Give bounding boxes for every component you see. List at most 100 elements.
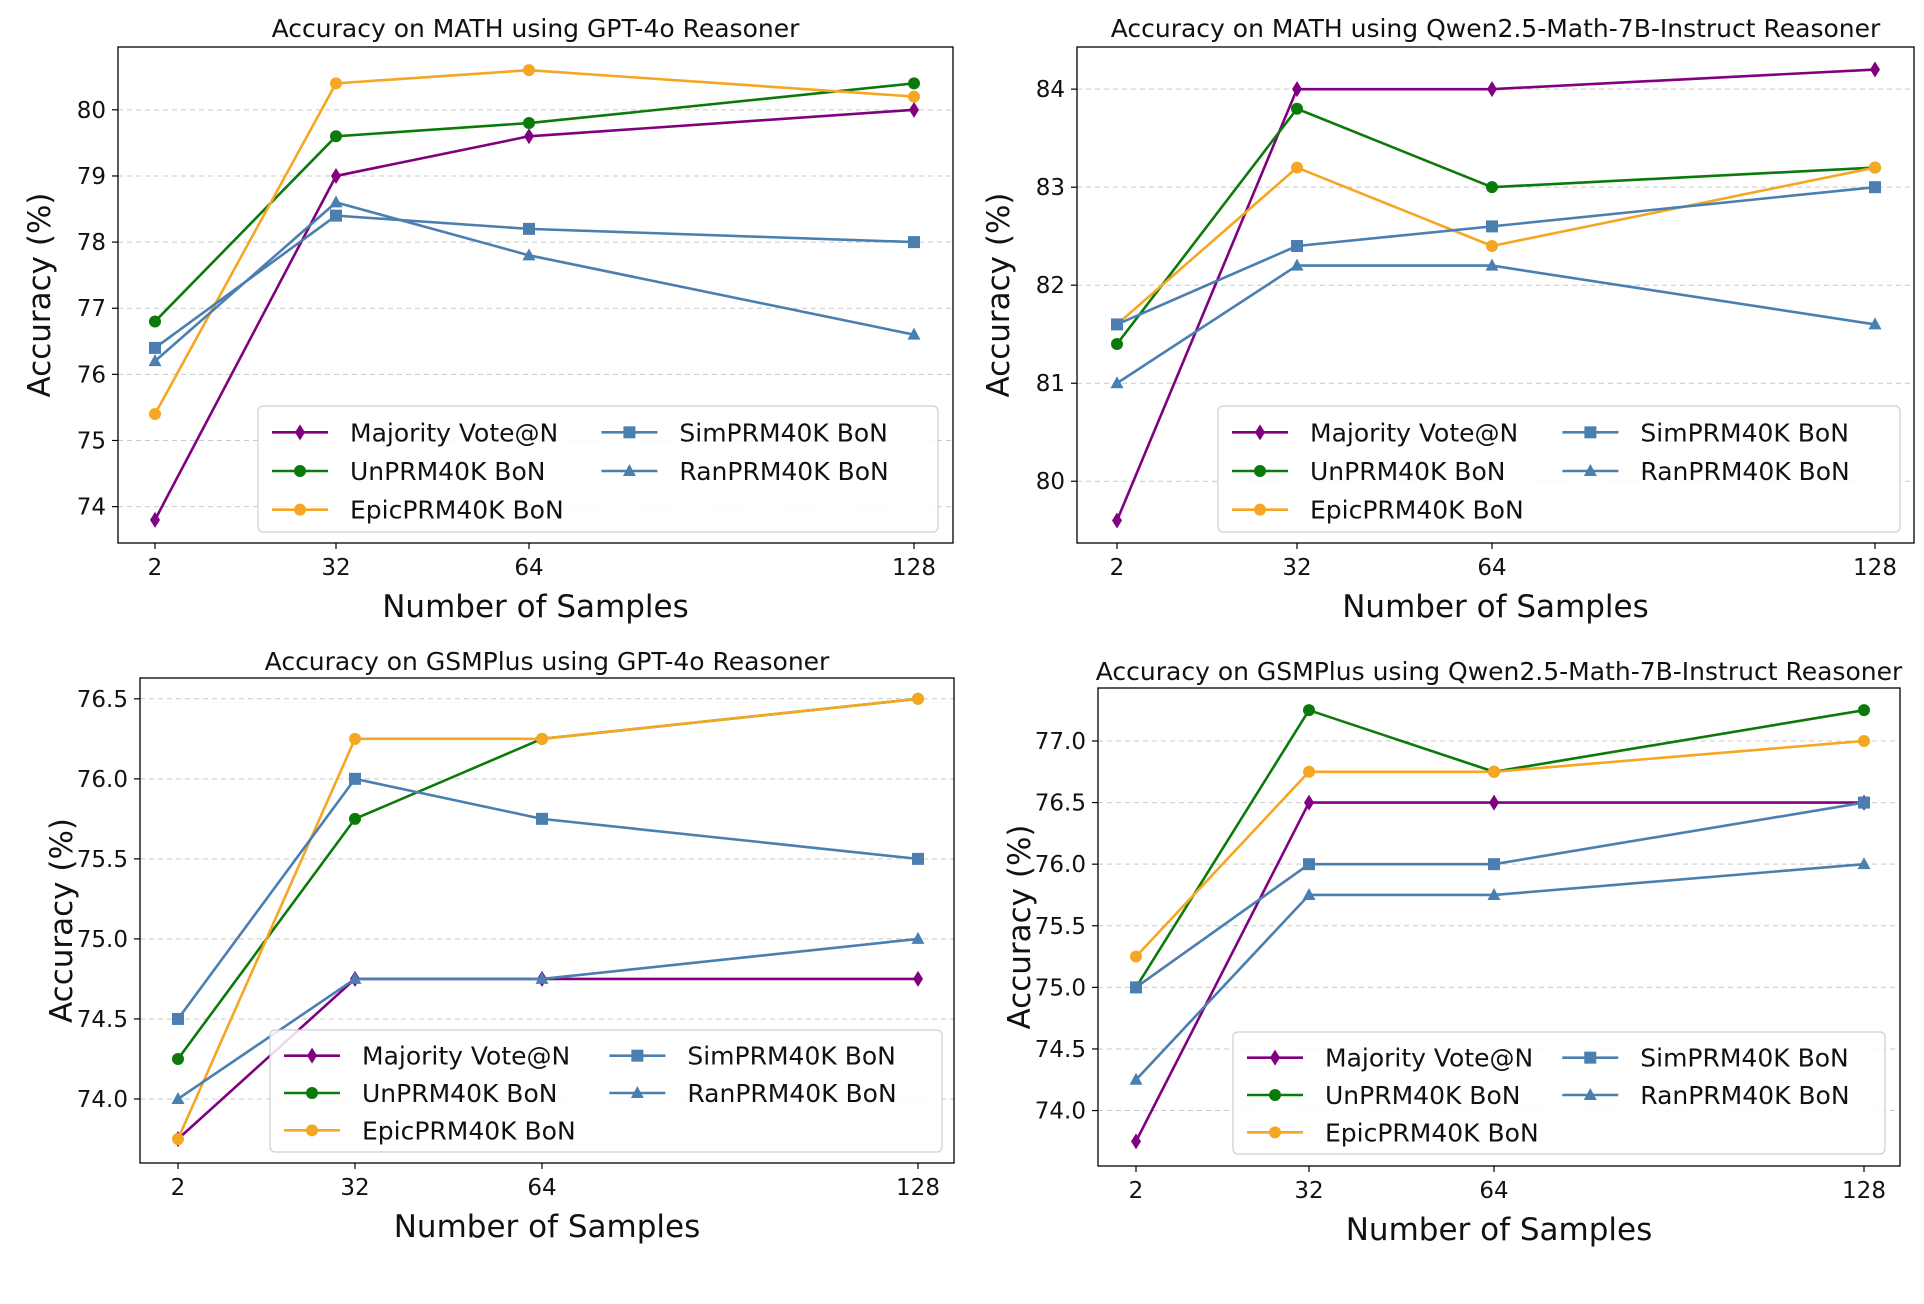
series-line-sim	[1135, 801, 1865, 989]
y-tick-label: 75.5	[77, 847, 128, 873]
data-point-un	[1303, 704, 1315, 717]
data-point-sim	[349, 772, 361, 785]
data-point-sim	[536, 812, 548, 825]
legend-item-sim: SimPRM40K BoN	[1562, 1044, 1849, 1073]
legend-item-un: UnPRM40K BoN	[272, 457, 545, 486]
series-ran	[1110, 258, 1882, 389]
series-mv	[1112, 61, 1880, 529]
legend-label-epic: EpicPRM40K BoN	[1325, 1118, 1539, 1147]
y-tick-label: 82	[1036, 273, 1065, 299]
x-tick-label: 64	[514, 555, 543, 581]
data-point-un	[172, 1052, 184, 1065]
legend-label-sim: SimPRM40K BoN	[687, 1042, 895, 1071]
legend-item-epic: EpicPRM40K BoN	[1232, 496, 1524, 525]
data-point-ran	[1857, 857, 1871, 870]
data-point-ran	[1290, 258, 1304, 271]
legend-marker-ran	[1583, 1088, 1597, 1100]
legend-item-mv: Majority Vote@N	[1247, 1044, 1533, 1073]
data-point-sim	[1486, 220, 1498, 233]
data-point-ran	[1868, 317, 1882, 330]
chart-title: Accuracy on MATH using Qwen2.5-Math-7B-I…	[1111, 14, 1881, 43]
legend-item-mv: Majority Vote@N	[284, 1042, 570, 1071]
series-line-ran	[1135, 862, 1865, 1081]
data-point-ran	[171, 1091, 185, 1104]
legend-label-un: UnPRM40K BoN	[350, 457, 545, 486]
chart-panel-4: 74.0 74.5 75.0 75.5 76.0 76.5 77.0 2 32 64 128 Accu…	[1002, 657, 1903, 1248]
data-point-sim	[1291, 239, 1303, 252]
y-tick-label: 75.0	[1035, 975, 1086, 1001]
y-tick-label: 74	[77, 495, 106, 521]
data-point-epic	[149, 408, 161, 421]
x-tick-label: 2	[1129, 1178, 1144, 1204]
data-point-un	[1291, 102, 1303, 115]
legend: Majority Vote@N UnPRM40K BoN EpicPRM40K Bo…	[269, 1029, 943, 1153]
data-point-ran	[907, 327, 921, 340]
y-tick-label: 79	[77, 164, 106, 190]
legend-item-ran: RanPRM40K BoN	[1562, 457, 1850, 486]
data-point-un	[908, 77, 920, 90]
data-point-epic	[172, 1132, 184, 1145]
x-tick-label: 32	[1282, 555, 1311, 581]
y-tick-label: 75.0	[77, 927, 128, 953]
x-tick-label: 128	[1842, 1178, 1886, 1204]
x-tick-label: 32	[321, 555, 350, 581]
series-epic	[172, 692, 924, 1145]
data-point-ran	[1487, 887, 1501, 900]
series-line-sim	[1116, 185, 1876, 326]
data-point-mv	[1489, 794, 1499, 811]
y-tick-label: 76.5	[77, 687, 128, 713]
legend-item-mv: Majority Vote@N	[1232, 418, 1518, 447]
x-tick-label: 2	[148, 555, 163, 581]
series-line-epic	[153, 68, 915, 415]
series-ran	[171, 931, 925, 1104]
y-tick-label: 76.0	[77, 767, 128, 793]
y-tick-label: 81	[1036, 371, 1065, 397]
legend-label-un: UnPRM40K BoN	[1310, 457, 1505, 486]
data-point-sim	[1488, 858, 1500, 871]
series-line-mv	[153, 108, 915, 521]
y-axis-label: Accuracy (%)	[1002, 824, 1038, 1029]
data-point-sim	[908, 236, 920, 249]
data-point-epic	[1869, 161, 1881, 174]
series-sim	[1111, 181, 1881, 331]
legend-label-sim: SimPRM40K BoN	[1640, 418, 1848, 447]
legend-marker-mv	[307, 1047, 317, 1064]
legend: Majority Vote@N UnPRM40K BoN EpicPRM40K Bo…	[1217, 405, 1901, 533]
legend: Majority Vote@N UnPRM40K BoN EpicPRM40K Bo…	[257, 405, 939, 533]
legend-marker-un	[1269, 1089, 1281, 1101]
legend-label-un: UnPRM40K BoN	[362, 1079, 557, 1108]
y-axis-label: Accuracy (%)	[981, 192, 1017, 397]
y-tick-label: 78	[77, 230, 106, 256]
y-tick-label: 74.0	[1035, 1099, 1086, 1125]
legend-marker-epic	[306, 1124, 318, 1137]
data-point-mv	[1304, 794, 1314, 811]
legend-label-mv: Majority Vote@N	[1310, 418, 1518, 447]
series-ran	[148, 195, 921, 367]
data-point-mv	[1292, 81, 1302, 98]
y-axis-label: Accuracy (%)	[44, 818, 80, 1023]
data-point-epic	[1488, 765, 1500, 778]
data-point-sim	[172, 1012, 184, 1025]
legend-marker-ran	[1583, 464, 1597, 476]
data-point-un	[523, 117, 535, 130]
data-point-epic	[912, 692, 924, 705]
legend-item-sim: SimPRM40K BoN	[601, 418, 888, 447]
y-tick-label: 76	[77, 362, 106, 388]
x-tick-label: 128	[892, 555, 936, 581]
legend-label-sim: SimPRM40K BoN	[1640, 1044, 1848, 1073]
legend-marker-sim	[623, 426, 636, 439]
legend-box	[1232, 1031, 1886, 1155]
series-ran	[1129, 857, 1871, 1085]
data-point-epic	[330, 77, 342, 90]
chart-title: Accuracy on GSMPlus using Qwen2.5-Math-7…	[1096, 657, 1903, 686]
legend-marker-ran	[630, 1086, 644, 1098]
data-point-mv	[524, 128, 534, 145]
data-point-sim	[523, 222, 535, 235]
data-point-sim	[149, 341, 161, 354]
plot-frame	[139, 677, 955, 1164]
plot-frame	[117, 46, 954, 544]
data-point-mv	[331, 167, 341, 184]
legend-marker-mv	[295, 424, 305, 441]
y-tick-label: 77.0	[1035, 729, 1086, 755]
